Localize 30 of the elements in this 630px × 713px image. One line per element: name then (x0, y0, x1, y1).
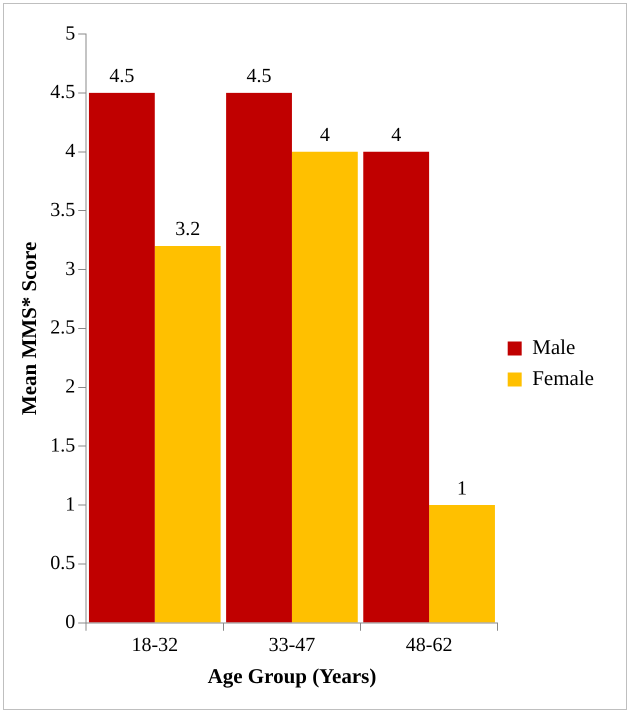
bar (292, 152, 358, 622)
bar (429, 505, 495, 622)
data-label: 3.2 (175, 218, 200, 240)
legend-label: Female (532, 366, 594, 390)
y-tick-label: 0 (65, 611, 76, 634)
y-tick-label: 0.5 (50, 552, 76, 574)
y-tick-label: 3.5 (50, 198, 76, 221)
data-label: 1 (457, 477, 468, 500)
x-tick-label: 18-32 (131, 634, 178, 656)
data-label: 4.5 (246, 65, 272, 88)
y-tick-label: 2 (65, 376, 76, 398)
x-tick-label: 48-62 (406, 634, 452, 656)
y-tick-label: 4.5 (50, 81, 76, 104)
y-tick-label: 5 (65, 22, 76, 44)
data-label: 4.5 (109, 65, 134, 88)
y-tick-label: 1.5 (50, 434, 76, 456)
data-label: 4 (391, 124, 402, 146)
bar (154, 246, 221, 622)
bar (363, 152, 430, 622)
x-tick-label: 33-47 (268, 634, 316, 656)
bar (226, 92, 292, 622)
legend-label: Male (532, 335, 576, 360)
y-axis-title: Mean MMS* Score (17, 242, 42, 416)
y-tick-label: 2.5 (50, 316, 76, 339)
y-tick-label: 4 (65, 140, 76, 162)
y-tick-label: 1 (65, 493, 76, 516)
data-label: 4 (320, 124, 330, 146)
x-axis-title: Age Group (Years) (208, 664, 376, 688)
bar (88, 92, 155, 622)
y-tick-label: 3 (65, 258, 76, 280)
